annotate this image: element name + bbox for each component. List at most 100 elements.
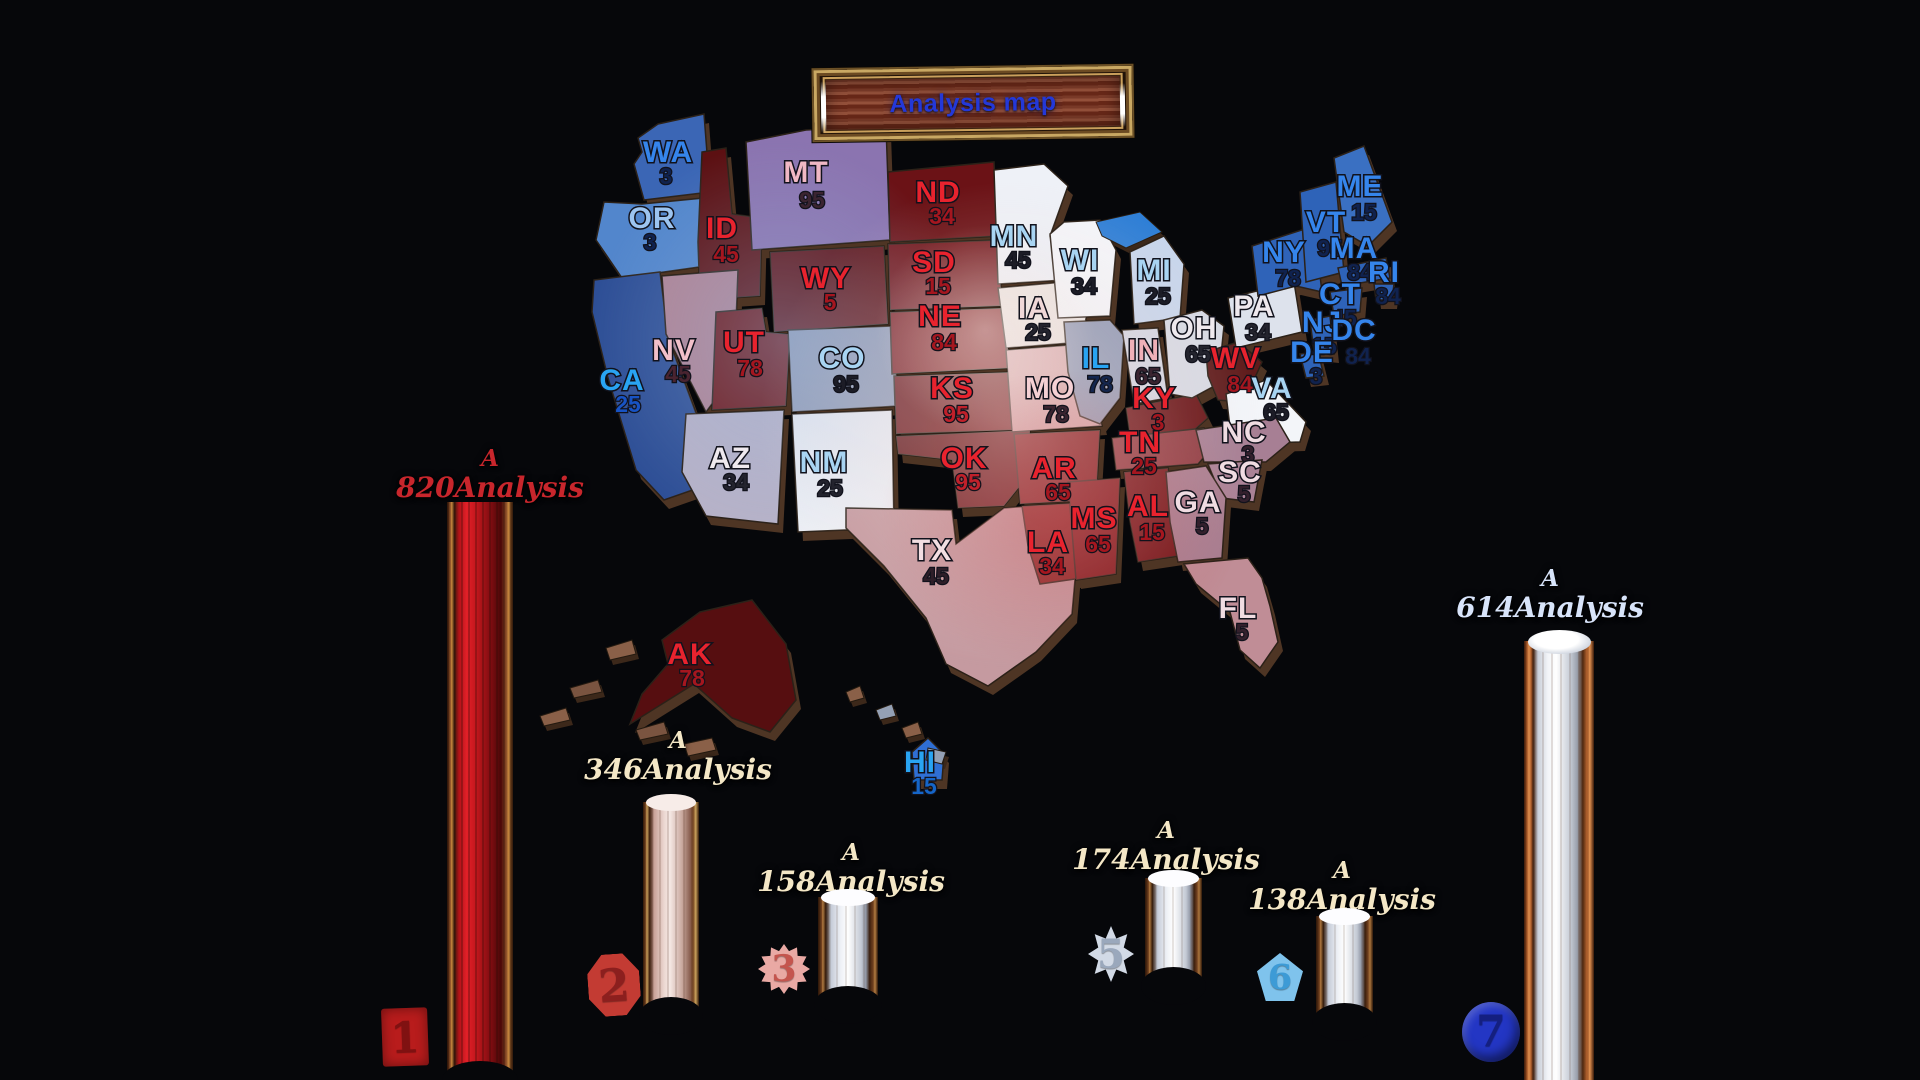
state-value-CA: 25: [615, 391, 641, 417]
gauge-6-label-line1: A: [1333, 857, 1351, 884]
state-label-SD: SD: [912, 246, 956, 279]
island-shard: [539, 707, 571, 727]
gauge-3-bar: [813, 889, 883, 1024]
state-AK[interactable]: [628, 599, 797, 733]
state-value-AR: 65: [1045, 479, 1071, 505]
state-label-ID: ID: [706, 212, 738, 245]
gauge-2-bar: [639, 794, 703, 1035]
state-value-SC: 5: [1238, 481, 1251, 507]
state-value-KS: 95: [943, 401, 969, 427]
state-label-KY: KY: [1132, 382, 1176, 415]
state-label-DC: DC: [1331, 314, 1376, 347]
state-label-SC: SC: [1218, 456, 1262, 489]
island-shard: [845, 685, 865, 703]
state-label-KS: KS: [930, 372, 974, 405]
state-label-GA: GA: [1175, 486, 1222, 519]
gauge-1-label: A 820Analysis: [380, 446, 600, 503]
gauge-7-label: A 614Analysis: [1440, 566, 1660, 623]
state-label-NY: NY: [1262, 236, 1306, 269]
title-plaque: Analysis map: [811, 63, 1135, 143]
state-RI[interactable]: [1373, 283, 1395, 301]
page-title: Analysis map: [889, 87, 1057, 118]
gauge-5-label: A 174Analysis: [1056, 818, 1276, 875]
state-value-NV: 45: [665, 361, 691, 387]
state-value-IA: 25: [1025, 319, 1051, 345]
gauge-1-bar: [442, 502, 518, 1080]
state-label-MO: MO: [1025, 372, 1075, 405]
candidate-badge-5[interactable]: 5: [1088, 926, 1134, 982]
state-label-CA: CA: [599, 364, 644, 397]
state-label-RI: RI: [1368, 256, 1400, 289]
state-label-FL: FL: [1219, 592, 1258, 625]
state-label-IL: IL: [1082, 342, 1111, 375]
state-label-MA: MA: [1330, 232, 1379, 265]
state-value-VT: 95: [1317, 235, 1343, 261]
state-value-MI: 25: [1145, 283, 1171, 309]
state-value-PA: 34: [1245, 319, 1271, 345]
state-label-NE: NE: [918, 300, 962, 333]
state-MA[interactable]: [1337, 257, 1391, 287]
state-value-NJ: 15: [1311, 333, 1337, 359]
state-label-NC: NC: [1221, 416, 1266, 449]
gauge-7-value-label: 614Analysis: [1456, 590, 1644, 624]
gauge-3-label-line1: A: [842, 839, 860, 866]
state-value-UT: 78: [737, 355, 763, 381]
gauge-2-label: A 346Analysis: [568, 728, 788, 785]
state-label-AL: AL: [1127, 490, 1169, 523]
state-value-RI: 84: [1375, 283, 1401, 309]
state-value-OR: 3: [644, 229, 657, 255]
state-value-GA: 5: [1196, 513, 1209, 539]
gauge-5-label-line1: A: [1157, 817, 1175, 844]
state-label-ME: ME: [1337, 170, 1384, 203]
state-label-VA: VA: [1251, 372, 1292, 405]
state-label-OK: OK: [941, 442, 988, 475]
island-shard: [925, 747, 947, 765]
gauge-2-value-label: 346Analysis: [584, 752, 772, 786]
state-label-HI: HI: [904, 746, 936, 779]
candidate-badge-6[interactable]: 6: [1257, 953, 1303, 1001]
map-labels: WA3OR3CA25ID45NV45UT78AZ34MT95WY5CO95NM2…: [598, 135, 1402, 801]
state-value-AL: 15: [1139, 519, 1165, 545]
state-value-ND: 34: [929, 203, 955, 229]
state-ME[interactable]: [1333, 145, 1393, 247]
title-plaque-inner: Analysis map: [822, 72, 1124, 134]
state-value-MS: 65: [1085, 531, 1111, 557]
state-label-IA: IA: [1018, 292, 1050, 325]
candidate-badge-7[interactable]: 7: [1462, 1002, 1520, 1062]
state-label-OR: OR: [629, 202, 676, 235]
state-label-NV: NV: [652, 334, 696, 367]
state-label-CO: CO: [819, 342, 866, 375]
state-label-WV: WV: [1211, 342, 1261, 375]
state-value-DC: 84: [1345, 343, 1371, 369]
state-value-CO: 95: [833, 371, 859, 397]
state-DE[interactable]: [1299, 351, 1325, 379]
state-CT[interactable]: [1329, 287, 1363, 317]
state-value-WV: 84: [1227, 371, 1253, 397]
state-value-WY: 5: [824, 289, 837, 315]
state-label-TX: TX: [912, 534, 952, 567]
state-label-AK: AK: [667, 638, 712, 671]
island-shard: [605, 639, 637, 661]
state-value-TX: 45: [923, 563, 949, 589]
state-label-DE: DE: [1290, 336, 1334, 369]
candidate-badge-1[interactable]: 1: [381, 1007, 429, 1067]
state-value-NY: 78: [1275, 265, 1301, 291]
state-label-AR: AR: [1031, 452, 1076, 485]
gauge-1-value-label: 820Analysis: [396, 470, 584, 504]
state-value-VA: 65: [1263, 399, 1289, 425]
state-label-WY: WY: [801, 262, 851, 295]
gauge-6-label: A 138Analysis: [1232, 858, 1452, 915]
state-label-VT: VT: [1306, 206, 1346, 239]
state-value-NC: 3: [1242, 441, 1255, 467]
gauge-6-bar: [1312, 908, 1377, 1041]
state-value-MO: 78: [1043, 401, 1069, 427]
state-label-NJ: NJ: [1302, 306, 1342, 339]
island-shard: [875, 703, 897, 721]
state-NJ[interactable]: [1309, 315, 1335, 355]
state-value-ID: 45: [713, 241, 739, 267]
state-label-OH: OH: [1171, 312, 1218, 345]
state-value-HI: 15: [911, 773, 937, 799]
island-shard: [635, 721, 669, 741]
